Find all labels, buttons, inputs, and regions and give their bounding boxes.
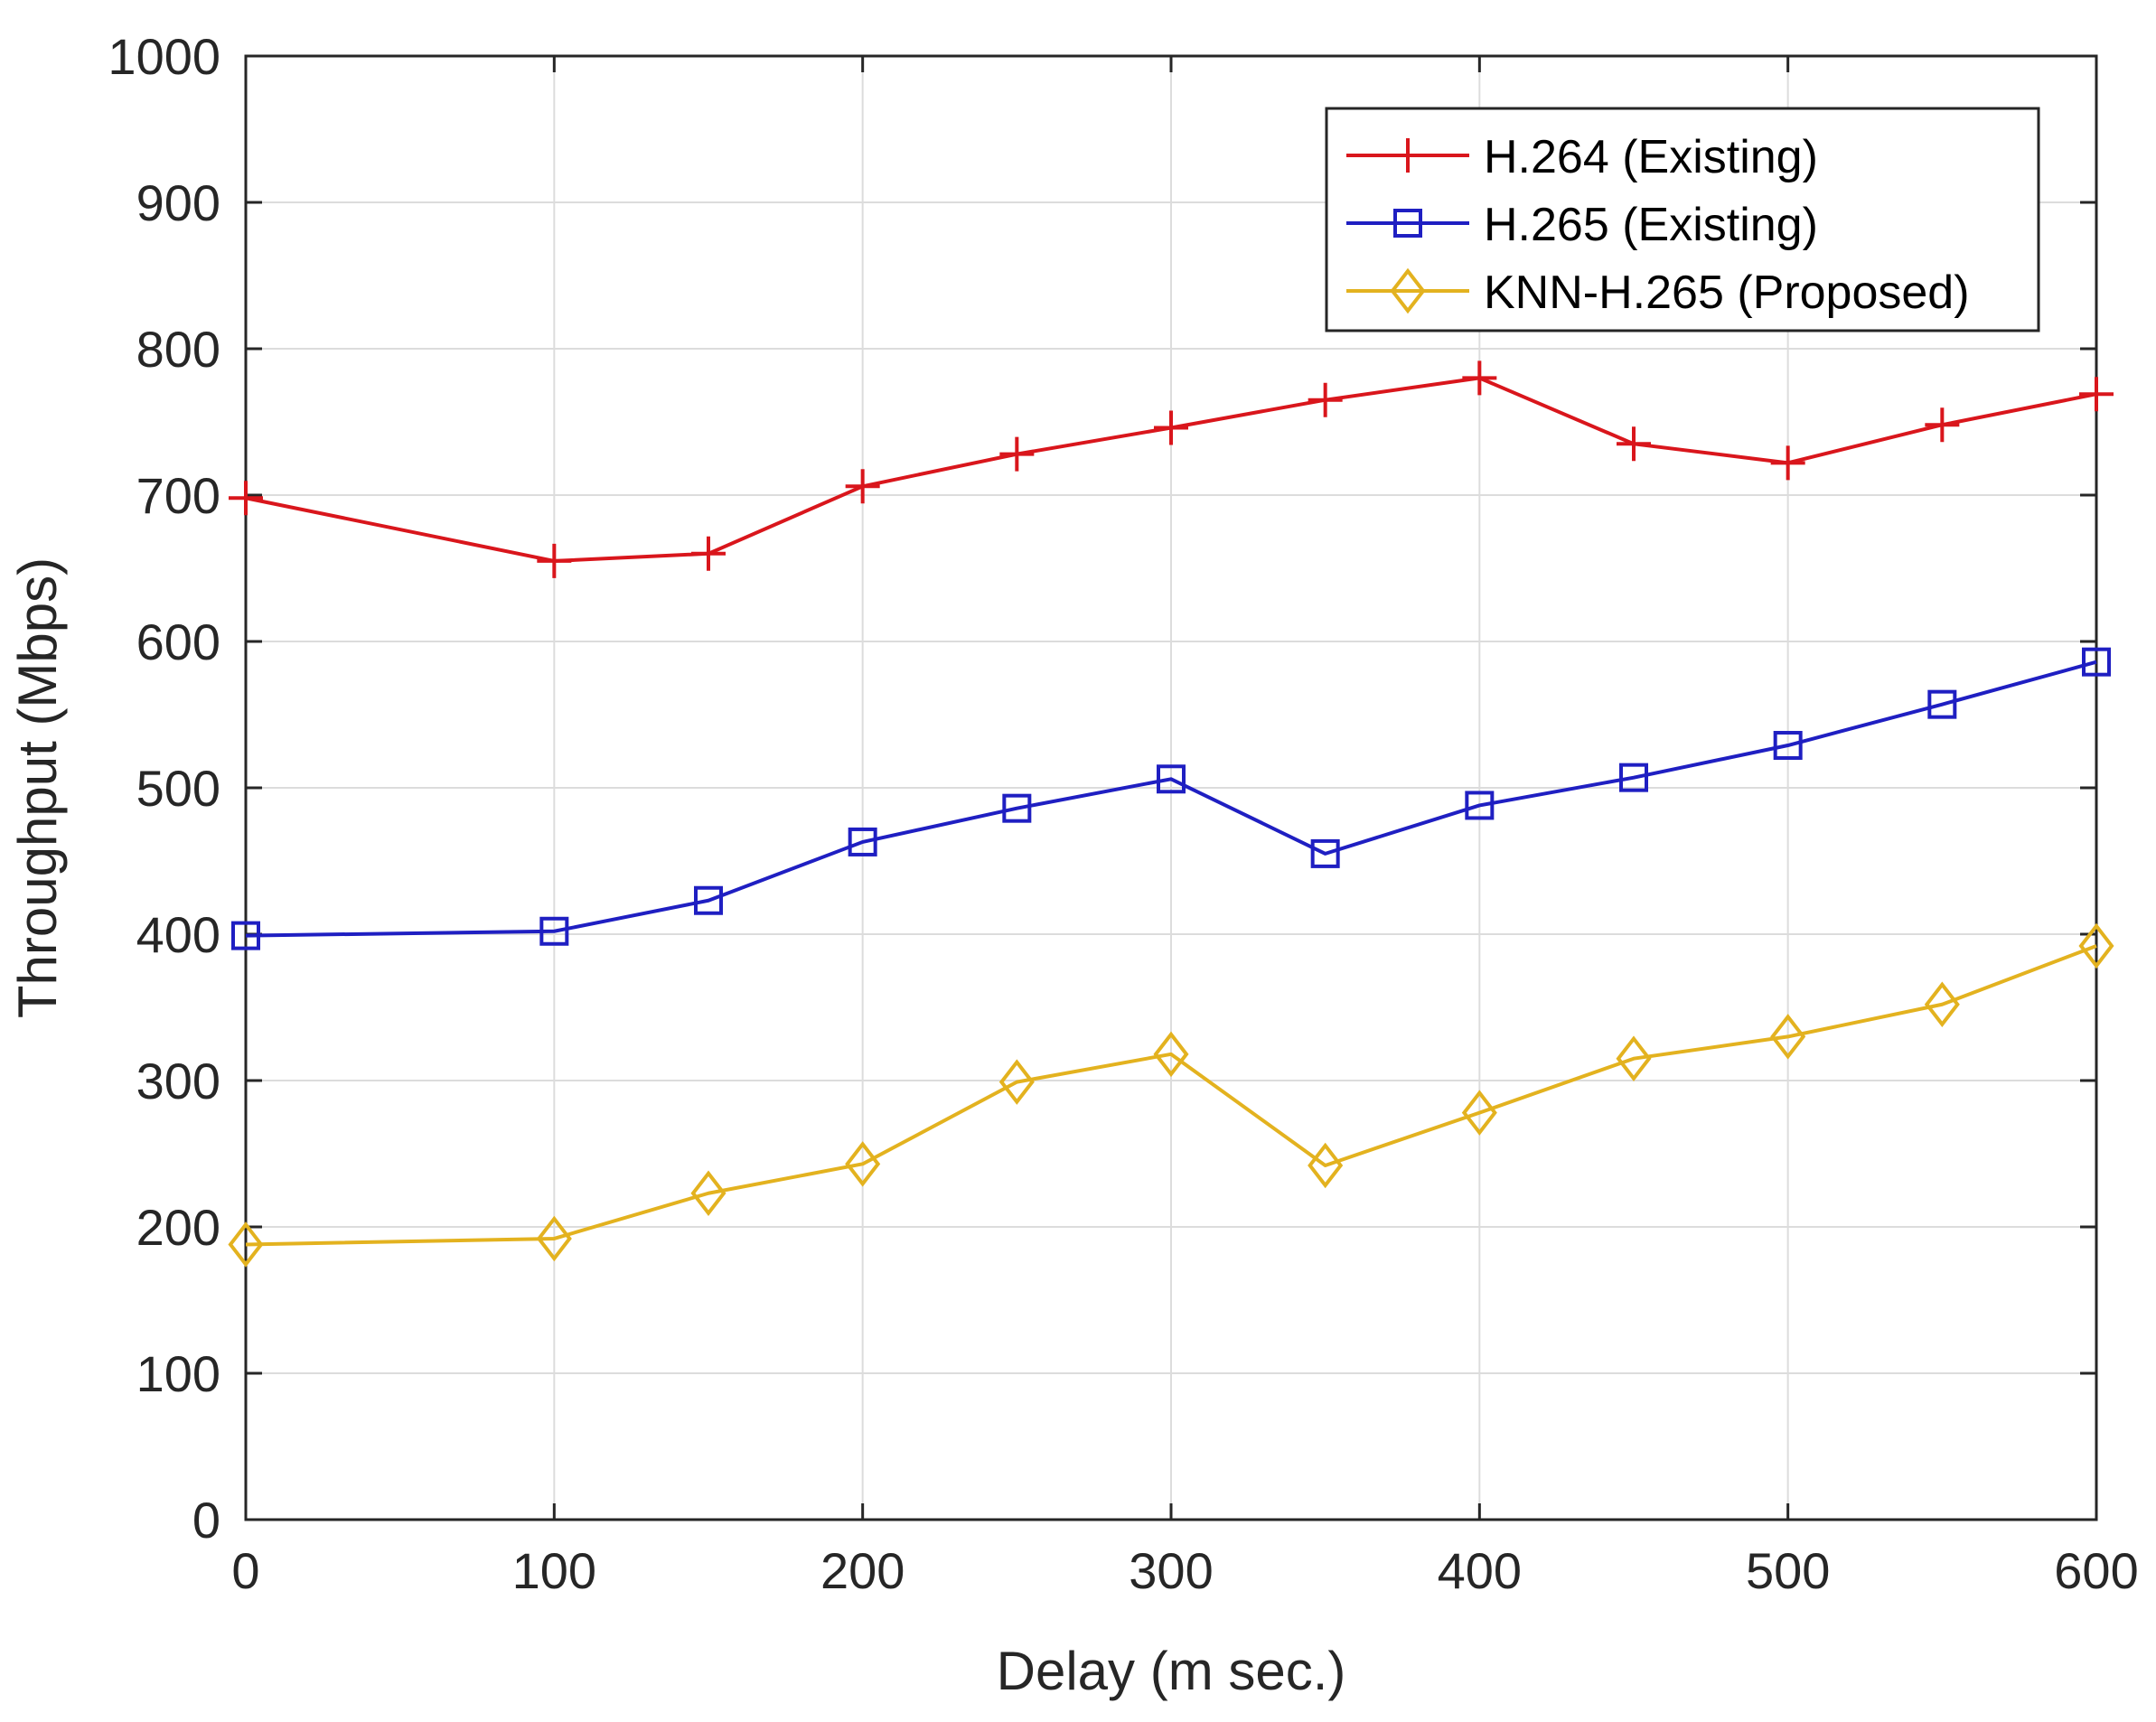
data-point-2-4	[998, 1059, 1035, 1105]
data-point-2-1	[536, 1215, 572, 1262]
data-point-1-3	[848, 827, 877, 856]
y-tick-label: 200	[136, 1199, 220, 1256]
legend-entry-1: H.265 (Existing)	[1346, 199, 1818, 251]
y-tick-label: 100	[136, 1345, 220, 1402]
x-tick-label: 400	[1438, 1542, 1522, 1599]
series-0	[229, 360, 2114, 578]
y-tick-label: 500	[136, 760, 220, 817]
series-group	[228, 360, 2114, 1268]
data-point-0-11	[2079, 377, 2114, 412]
legend-box	[1325, 107, 2040, 332]
series-line-0	[245, 376, 2097, 563]
legend-marker-1	[1393, 209, 1422, 238]
data-point-2-7	[1461, 1090, 1497, 1136]
data-point-0-8	[1617, 426, 1651, 462]
x-tick-label: 0	[231, 1542, 259, 1599]
data-point-0-0	[229, 481, 263, 516]
legend-label-2: KNN-H.265 (Proposed)	[1484, 267, 1970, 319]
data-point-0-3	[845, 469, 880, 504]
x-tick-label: 100	[512, 1542, 596, 1599]
y-tick-label: 700	[136, 467, 220, 524]
data-point-2-8	[1616, 1035, 1652, 1081]
data-point-0-6	[1308, 382, 1343, 417]
data-point-0-2	[691, 536, 726, 571]
data-point-0-9	[1770, 445, 1805, 481]
data-point-1-8	[1619, 763, 1648, 792]
data-point-1-7	[1465, 791, 1495, 820]
data-point-2-10	[1924, 981, 1960, 1028]
y-tick-label: 600	[136, 613, 220, 670]
data-point-2-2	[690, 1170, 726, 1217]
data-point-1-4	[1002, 793, 1032, 823]
data-point-2-11	[2078, 922, 2114, 969]
data-point-2-3	[845, 1141, 881, 1187]
x-tick-label: 200	[820, 1542, 905, 1599]
y-tick-label: 1000	[108, 28, 220, 85]
series-2	[228, 922, 2114, 1268]
tick-labels: 0 100 200 300 400 500 600 0 100 200 300 400 500 600 70…	[108, 28, 2138, 1599]
y-tick-label: 0	[192, 1492, 220, 1549]
legend-label-1: H.265 (Existing)	[1484, 199, 1818, 251]
data-point-2-0	[228, 1221, 264, 1268]
data-point-1-0	[231, 921, 260, 950]
series-line-1	[245, 660, 2097, 938]
data-point-2-9	[1770, 1014, 1806, 1060]
data-point-1-6	[1310, 838, 1340, 868]
legend-marker-2	[1390, 267, 1426, 314]
legend-entry-0: H.264 (Existing)	[1346, 131, 1818, 183]
axes	[244, 54, 2098, 1521]
series-1	[231, 647, 2111, 950]
x-tick-label: 300	[1129, 1542, 1213, 1599]
y-tick-label: 900	[136, 174, 220, 231]
legend-marker-0	[1391, 138, 1425, 173]
y-tick-label: 800	[136, 321, 220, 378]
data-point-0-5	[1154, 410, 1188, 445]
legend-entry-2: KNN-H.265 (Proposed)	[1346, 267, 1970, 319]
data-point-0-4	[999, 436, 1035, 472]
data-point-0-7	[1462, 360, 1497, 396]
data-point-2-5	[1153, 1031, 1189, 1078]
x-tick-label: 500	[1746, 1542, 1830, 1599]
data-point-0-1	[537, 543, 572, 578]
x-tick-label: 600	[2054, 1542, 2138, 1599]
y-axis-title: Throughput (Mbps)	[7, 557, 68, 1018]
series-line-2	[245, 944, 2097, 1247]
data-point-1-10	[1927, 689, 1957, 719]
y-tick-label: 300	[136, 1053, 220, 1109]
data-point-1-9	[1773, 731, 1803, 761]
data-point-1-2	[694, 885, 723, 915]
data-point-2-6	[1308, 1142, 1344, 1189]
legend-label-0: H.264 (Existing)	[1484, 131, 1818, 183]
data-point-1-11	[2082, 647, 2111, 677]
x-axis-title: Delay (m sec.)	[997, 1641, 1346, 1701]
y-tick-label: 400	[136, 906, 220, 963]
data-point-1-5	[1157, 764, 1186, 794]
data-point-0-10	[1925, 407, 1960, 443]
data-point-1-1	[539, 916, 569, 946]
legend: H.264 (Existing) H.265 (Existing) KNN-H.26…	[1325, 107, 2040, 332]
